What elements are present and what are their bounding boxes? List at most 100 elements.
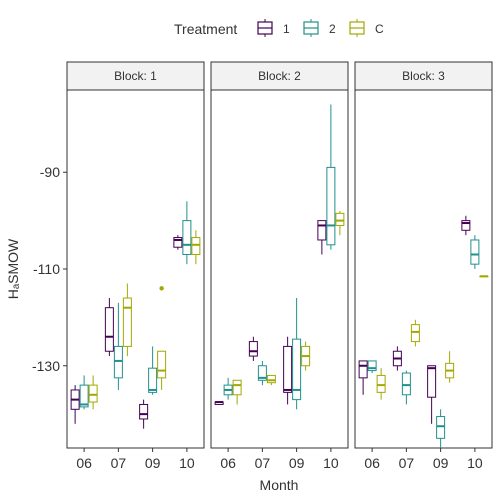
facet-panel-frame <box>354 89 493 449</box>
box-iqr <box>191 237 201 255</box>
box-06-C <box>88 375 98 410</box>
y-tick-label: -90 <box>40 164 60 180</box>
box-iqr <box>335 212 345 226</box>
x-tick-label: 07 <box>255 455 271 471</box>
box-09-C <box>445 351 455 383</box>
box-06-2 <box>367 360 377 374</box>
x-tick-label: 06 <box>364 455 380 471</box>
facet-panel-1: Block: 1 06 07 09 10 <box>66 61 205 471</box>
facet-strip-label: Block: 3 <box>402 69 445 83</box>
box-10-2 <box>326 104 336 250</box>
box-iqr <box>122 297 132 347</box>
box-iqr <box>376 374 386 393</box>
y-axis-label: HₐSMOW <box>5 238 21 299</box>
box-07-C <box>410 319 420 347</box>
box-iqr <box>157 350 167 379</box>
box-06-1 <box>214 401 224 405</box>
box-iqr <box>182 220 192 255</box>
y-tick-label: -110 <box>33 261 60 277</box>
legend-entries: 1 2 C <box>257 19 384 37</box>
box-iqr <box>173 237 183 248</box>
box-07-C <box>122 283 132 357</box>
box-iqr <box>139 403 149 420</box>
box-iqr <box>79 384 89 408</box>
y-tick-label: -130 <box>32 358 60 374</box>
x-tick-label: 10 <box>179 455 195 471</box>
box-06-2 <box>223 377 233 400</box>
box-iqr <box>292 338 302 401</box>
box-09-C <box>301 341 311 371</box>
box-06-C <box>232 379 242 405</box>
box-09-1 <box>283 336 293 405</box>
box-09-2 <box>292 298 302 410</box>
legend-label: 2 <box>329 22 336 36</box>
x-axis-label: Month <box>260 477 299 493</box>
box-07-1 <box>104 298 114 357</box>
box-07-1 <box>392 346 402 371</box>
facet-strip <box>66 61 205 91</box>
box-iqr <box>470 239 480 265</box>
box-10-2 <box>470 235 480 269</box>
legend-label: 1 <box>283 22 290 36</box>
box-iqr <box>283 345 293 393</box>
box-09-1 <box>139 399 149 429</box>
box-09-2 <box>436 409 446 448</box>
box-iqr <box>436 416 446 439</box>
box-10-1 <box>317 220 327 255</box>
box-07-C <box>266 374 276 386</box>
box-10-2 <box>182 201 192 265</box>
x-tick-label: 09 <box>289 455 305 471</box>
box-06-2 <box>79 375 89 410</box>
box-09-2 <box>148 346 158 395</box>
box-iqr <box>427 365 437 398</box>
facet-strip <box>354 61 493 91</box>
box-iqr <box>148 367 158 393</box>
box-07-2 <box>113 302 123 390</box>
box-10-C <box>335 210 345 236</box>
box-iqr <box>266 374 276 384</box>
box-10-C <box>191 230 201 265</box>
box-06-1 <box>358 360 368 395</box>
outlier-point <box>159 286 164 291</box>
facet-strip-label: Block: 1 <box>114 69 157 83</box>
x-tick-label: 06 <box>220 455 236 471</box>
x-tick-label: 10 <box>467 455 483 471</box>
facet-panel-2: Block: 2 06 07 09 10 <box>210 61 349 471</box>
legend-entry-C: C <box>349 19 384 37</box>
box-06-C <box>376 368 386 400</box>
x-tick-label: 10 <box>323 455 339 471</box>
box-iqr <box>358 360 368 379</box>
facet-panel-3: Block: 3 06 07 09 10 <box>354 61 493 471</box>
box-iqr <box>257 365 267 381</box>
box-07-2 <box>257 360 267 386</box>
box-09-1 <box>427 365 437 424</box>
legend: Treatment 1 2 C <box>174 19 384 37</box>
box-10-1 <box>461 215 471 236</box>
box-07-1 <box>248 336 258 361</box>
facet-strip-label: Block: 2 <box>258 69 301 83</box>
box-iqr <box>461 220 471 231</box>
x-tick-label: 06 <box>76 455 92 471</box>
box-iqr <box>401 372 411 396</box>
legend-entry-2: 2 <box>303 19 336 37</box>
box-iqr <box>367 360 377 372</box>
box-iqr <box>232 379 242 396</box>
legend-label: C <box>375 22 384 36</box>
y-axis: -90 -110 -130 <box>32 164 67 374</box>
x-tick-label: 09 <box>145 455 161 471</box>
box-iqr <box>326 166 336 246</box>
box-10-1 <box>173 235 183 250</box>
box-iqr <box>410 324 420 343</box>
facet-strip <box>210 61 349 91</box>
x-tick-label: 07 <box>399 455 415 471</box>
legend-entry-1: 1 <box>257 19 290 37</box>
box-07-2 <box>401 370 411 405</box>
box-06-1 <box>70 385 80 424</box>
box-iqr <box>104 307 114 352</box>
x-tick-label: 07 <box>111 455 127 471</box>
box-iqr <box>317 220 327 241</box>
x-tick-label: 09 <box>433 455 449 471</box>
box-iqr <box>113 345 123 379</box>
